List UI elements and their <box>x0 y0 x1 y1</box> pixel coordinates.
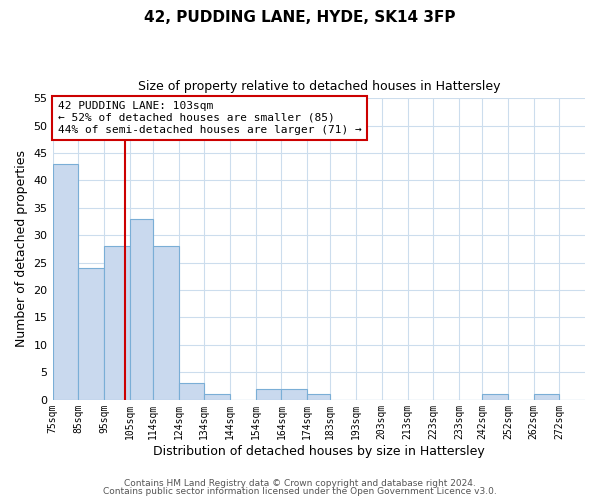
Bar <box>533 394 559 400</box>
Text: Contains HM Land Registry data © Crown copyright and database right 2024.: Contains HM Land Registry data © Crown c… <box>124 478 476 488</box>
Bar <box>53 164 78 400</box>
Bar <box>179 383 205 400</box>
Bar <box>78 268 104 400</box>
Bar <box>130 219 153 400</box>
Text: Contains public sector information licensed under the Open Government Licence v3: Contains public sector information licen… <box>103 487 497 496</box>
Y-axis label: Number of detached properties: Number of detached properties <box>15 150 28 348</box>
Text: 42, PUDDING LANE, HYDE, SK14 3FP: 42, PUDDING LANE, HYDE, SK14 3FP <box>144 10 456 25</box>
Bar <box>153 246 179 400</box>
Bar <box>256 388 281 400</box>
Bar <box>281 388 307 400</box>
Text: 42 PUDDING LANE: 103sqm
← 52% of detached houses are smaller (85)
44% of semi-de: 42 PUDDING LANE: 103sqm ← 52% of detache… <box>58 102 362 134</box>
Title: Size of property relative to detached houses in Hattersley: Size of property relative to detached ho… <box>137 80 500 93</box>
Bar <box>104 246 130 400</box>
X-axis label: Distribution of detached houses by size in Hattersley: Distribution of detached houses by size … <box>153 444 485 458</box>
Bar <box>482 394 508 400</box>
Bar <box>205 394 230 400</box>
Bar <box>307 394 331 400</box>
